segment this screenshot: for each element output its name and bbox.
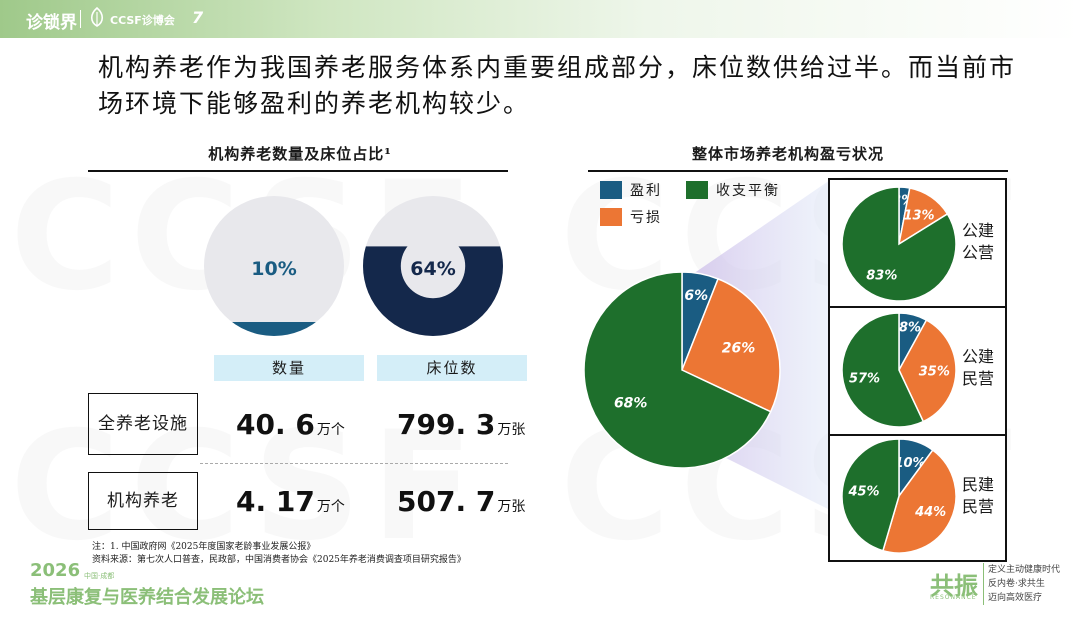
- main-pie-slice-1: [681, 277, 781, 413]
- label-public-public: 公建 公营: [961, 221, 995, 262]
- donut-count-hole: [241, 233, 307, 299]
- sub-pie-public-public: 3%13%83%: [841, 186, 957, 302]
- sub-pie-2-slice-2: [841, 312, 925, 428]
- brand-logo: 诊锁界: [26, 13, 77, 33]
- legend-swatch-balance: [686, 181, 708, 199]
- sub-pie-private-private: 10% 44% 45%: [841, 438, 957, 554]
- column-header-beds: 床位数: [377, 355, 527, 381]
- top-banner: 诊锁界 CCSF诊博会 7: [0, 0, 1080, 38]
- row-divider: [200, 463, 508, 464]
- main-pie-label-1: 26%: [722, 341, 756, 357]
- all-facilities-count: 40. 6 万个: [236, 408, 345, 441]
- logo-divider: [80, 10, 81, 28]
- row-label-institutional: 机构养老: [88, 472, 198, 530]
- left-section-title: 机构养老数量及床位占比¹: [208, 145, 392, 163]
- footnote-source: 资料来源：第七次人口普查，民政部，中国消费者协会《2025年养老消费调查项目研究…: [92, 555, 466, 565]
- left-title-rule: [88, 170, 508, 172]
- footer-slogan: 定义主动健康时代 反内卷·求共生 迈向高效医疗: [983, 563, 1060, 605]
- footnotes: 注：1. 中国政府网《2025年度国家老龄事业发展公报》 资料来源：第七次人口普…: [92, 541, 466, 567]
- all-facilities-beds: 799. 3 万张: [397, 408, 526, 441]
- donut-beds-hole: [400, 233, 466, 299]
- legend-loss: 亏损: [600, 207, 662, 227]
- headline: 机构养老作为我国养老服务体系内重要组成部分，床位数供给过半。而当前市场环境下能够…: [98, 53, 1017, 118]
- ccsf-logo: CCSF诊博会: [110, 14, 175, 27]
- resonance-logo: 共振: [930, 572, 978, 600]
- sub-pie-3-label-1: 44%: [914, 505, 946, 520]
- institutional-count: 4. 17 万个: [236, 485, 345, 518]
- main-pie-slice-2: [583, 271, 772, 469]
- footer-location: 中国·成都: [84, 572, 115, 580]
- institutional-beds: 507. 7 万张: [397, 485, 526, 518]
- resonance-logo-sub: RESONANCE: [930, 594, 977, 601]
- sub-pie-3-label-2: 45%: [847, 485, 879, 500]
- footer-forum-title: 基层康复与医养结合发展论坛: [30, 587, 264, 608]
- label-private-private: 民建 民营: [961, 475, 995, 516]
- row-label-all-facilities: 全养老设施: [88, 393, 198, 455]
- sub-pie-2-label-2: 57%: [849, 371, 880, 386]
- column-header-count: 数量: [214, 355, 364, 381]
- main-pie-chart: 6% 26% 68%: [583, 271, 781, 469]
- footnote-1: 注：1. 中国政府网《2025年度国家老龄事业发展公报》: [92, 542, 316, 552]
- donut-beds-label: 64%: [410, 258, 456, 280]
- main-pie-label-0: 6%: [684, 288, 708, 304]
- label-public-private: 公建 民营: [961, 347, 995, 388]
- sub-pie-3-slice-2: [841, 438, 900, 552]
- leaf-icon: [90, 6, 104, 27]
- sub-pie-2-slice-1: [898, 319, 957, 423]
- sub-pie-2-label-0: 8%: [899, 320, 921, 335]
- sub-pie-1-slice-2: [841, 186, 957, 302]
- donut-count-chart: [204, 196, 344, 336]
- sub-pie-3-slice-1: [882, 449, 957, 554]
- sub-pie-2-label-1: 35%: [919, 365, 950, 380]
- right-section-title: 整体市场养老机构盈亏状况: [691, 145, 884, 163]
- sub-pie-1-label-1: 13%: [903, 208, 934, 223]
- sub-pie-3-label-0: 10%: [894, 456, 925, 471]
- right-title-rule: [588, 170, 1008, 172]
- legend-swatch-profit: [600, 181, 622, 199]
- donut-beds-chart: [363, 196, 503, 336]
- legend-profit: 盈利: [600, 180, 662, 200]
- sub-pie-public-private: 8% 35% 57%: [841, 312, 957, 428]
- sub-pie-1-label-2: 83%: [866, 268, 897, 283]
- footer-year: 2026: [30, 560, 81, 581]
- legend-swatch-loss: [600, 208, 622, 226]
- legend-balance: 收支平衡: [686, 180, 780, 200]
- main-pie-label-2: 68%: [614, 395, 648, 411]
- donut-count-fill: [204, 322, 344, 336]
- donut-count-label: 10%: [251, 258, 297, 280]
- anniversary-logo: 7: [192, 8, 204, 27]
